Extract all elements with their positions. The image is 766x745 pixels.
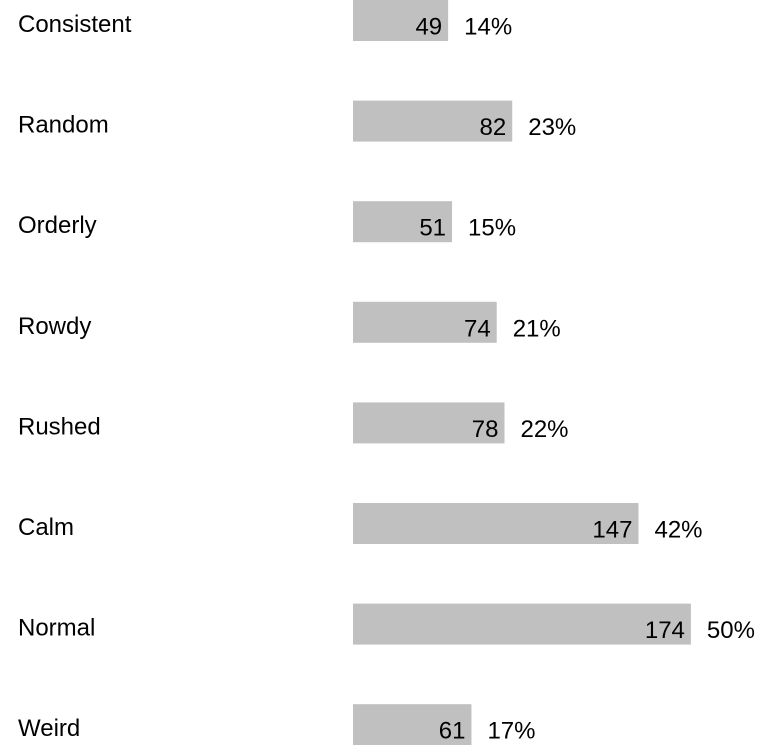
value-label-orderly: 51: [419, 215, 446, 242]
value-label-consistent: 49: [415, 14, 442, 41]
bar-rowdy: [353, 301, 497, 343]
bar-row-rowdy: Rowdy 74 21%: [18, 301, 561, 343]
bar-row-orderly: Orderly 51 15%: [18, 201, 516, 243]
bar-row-calm: Calm 147 42%: [18, 503, 703, 544]
percent-label-random: 23%: [528, 114, 576, 141]
bar-row-normal: Normal 174 50%: [18, 603, 755, 645]
category-label-consistent: Consistent: [18, 11, 132, 38]
category-label-rowdy: Rowdy: [18, 313, 91, 340]
category-label-weird: Weird: [18, 715, 80, 742]
value-label-calm: 147: [592, 517, 632, 544]
category-label-orderly: Orderly: [18, 212, 97, 239]
percent-label-calm: 42%: [654, 517, 702, 544]
value-label-rushed: 78: [472, 416, 499, 443]
category-label-rushed: Rushed: [18, 413, 101, 440]
bar-row-rushed: Rushed 78 22%: [18, 402, 569, 444]
value-label-normal: 174: [645, 617, 685, 644]
percent-label-normal: 50%: [707, 617, 755, 644]
percent-label-rowdy: 21%: [513, 315, 561, 342]
value-label-random: 82: [480, 114, 507, 141]
bar-weird: [353, 704, 472, 745]
percent-label-rushed: 22%: [520, 416, 568, 443]
category-label-normal: Normal: [18, 615, 95, 642]
bar-row-weird: Weird 61 17%: [18, 704, 536, 745]
bar-rushed: [353, 402, 505, 444]
value-label-rowdy: 74: [464, 315, 491, 342]
bar-orderly: [353, 201, 453, 243]
bar-row-random: Random 82 23%: [18, 100, 576, 142]
percent-label-weird: 17%: [487, 718, 535, 745]
category-label-random: Random: [18, 112, 109, 139]
category-label-calm: Calm: [18, 514, 74, 541]
bar-normal: [353, 603, 691, 645]
percent-label-consistent: 14%: [464, 14, 512, 41]
value-label-weird: 61: [439, 718, 466, 745]
bar-random: [353, 100, 513, 142]
percent-label-orderly: 15%: [468, 215, 516, 242]
bar-calm: [353, 503, 639, 544]
bar-row-consistent: Consistent 49 14%: [18, 0, 512, 41]
bar-consistent: [353, 0, 449, 41]
